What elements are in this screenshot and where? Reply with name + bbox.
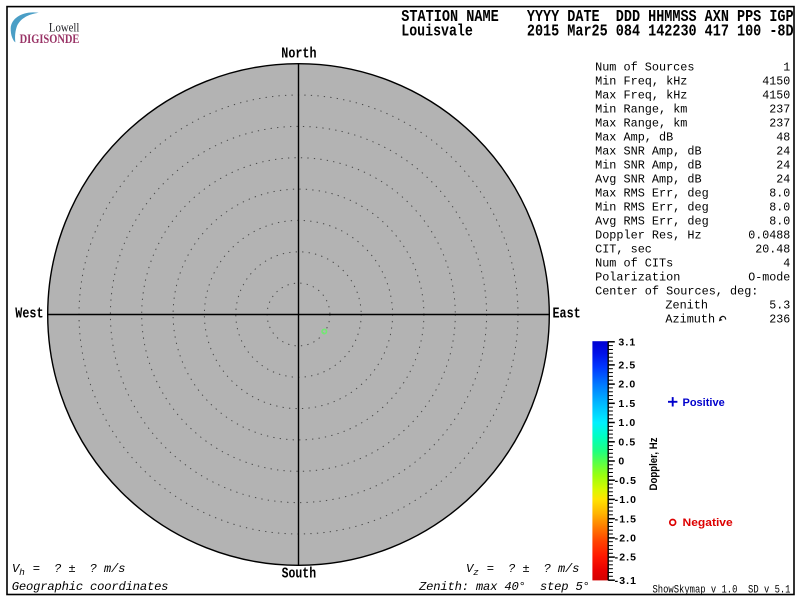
- svg-text:237: 237: [769, 102, 790, 116]
- svg-text:Num of CITs: Num of CITs: [595, 256, 673, 270]
- svg-text:1.5: 1.5: [618, 398, 636, 410]
- svg-text:East: East: [553, 306, 581, 323]
- svg-text:1: 1: [783, 60, 790, 74]
- svg-text:Max Range, km: Max Range, km: [595, 116, 687, 130]
- svg-text:South: South: [282, 566, 317, 583]
- svg-text:Louisvale: Louisvale: [401, 23, 473, 41]
- svg-text:0.5: 0.5: [618, 436, 636, 448]
- svg-text:2015 Mar25 084 142230 417 100: 2015 Mar25 084 142230 417 100 -8D: [527, 23, 794, 41]
- svg-text:STATION NAME: STATION NAME: [401, 8, 499, 26]
- svg-text:237: 237: [769, 116, 790, 130]
- svg-text:North: North: [281, 45, 316, 62]
- svg-text:Num of Sources: Num of Sources: [595, 60, 694, 74]
- svg-text:Vz = ? ± ? m/s: Vz = ? ± ? m/s: [466, 562, 579, 578]
- svg-text:0.0488: 0.0488: [748, 228, 790, 242]
- svg-text:Min Range, km: Min Range, km: [595, 102, 687, 116]
- svg-text:ShowSkymap v 1.0 SD v 5.1: ShowSkymap v 1.0 SD v 5.1: [653, 584, 791, 596]
- svg-text:Avg SNR Amp, dB: Avg SNR Amp, dB: [595, 172, 702, 186]
- svg-text:-1.0: -1.0: [615, 494, 638, 506]
- svg-text:Min SNR Amp, dB: Min SNR Amp, dB: [595, 158, 702, 172]
- svg-text:2.5: 2.5: [618, 360, 636, 372]
- svg-text:-0.5: -0.5: [615, 475, 638, 487]
- svg-text:Max SNR Amp, dB: Max SNR Amp, dB: [595, 144, 702, 158]
- svg-text:-3.1: -3.1: [615, 575, 638, 587]
- svg-text:Polarization: Polarization: [595, 270, 680, 284]
- svg-text:Min Freq, kHz: Min Freq, kHz: [595, 74, 687, 88]
- svg-text:20.48: 20.48: [755, 242, 790, 256]
- svg-text:Avg RMS Err, deg: Avg RMS Err, deg: [595, 214, 709, 228]
- svg-text:Min RMS Err, deg: Min RMS Err, deg: [595, 200, 709, 214]
- svg-text:8.0: 8.0: [769, 200, 790, 214]
- svg-text:Zenith: Zenith: [665, 298, 708, 312]
- svg-text:4150: 4150: [762, 74, 790, 88]
- svg-text:-2.5: -2.5: [615, 552, 638, 564]
- svg-text:YYYY DATE DDD HHMMSS AXN PPS: YYYY DATE DDD HHMMSS AXN PPS IGP: [527, 8, 794, 26]
- svg-text:8.0: 8.0: [769, 214, 790, 228]
- svg-text:236: 236: [769, 312, 790, 326]
- svg-text:DIGISONDE: DIGISONDE: [20, 32, 80, 46]
- svg-text:8.0: 8.0: [769, 186, 790, 200]
- svg-text:-2.0: -2.0: [615, 533, 638, 545]
- svg-text:3.1: 3.1: [618, 336, 636, 348]
- svg-text:Negative: Negative: [683, 517, 733, 529]
- svg-text:Doppler, Hz: Doppler, Hz: [648, 437, 660, 490]
- svg-text:24: 24: [776, 158, 790, 172]
- svg-text:Lowell: Lowell: [49, 20, 80, 34]
- svg-text:Geographic coordinates: Geographic coordinates: [12, 580, 169, 594]
- svg-text:24: 24: [776, 144, 790, 158]
- svg-text:CIT, sec: CIT, sec: [595, 242, 652, 256]
- svg-text:Center of Sources, deg:: Center of Sources, deg:: [595, 284, 758, 298]
- svg-text:O-mode: O-mode: [748, 270, 790, 284]
- svg-text:4150: 4150: [762, 88, 790, 102]
- svg-text:Max RMS Err, deg: Max RMS Err, deg: [595, 186, 709, 200]
- svg-text:Vh = ? ± ? m/s: Vh = ? ± ? m/s: [12, 562, 125, 578]
- svg-text:Zenith: max 40° step 5°: Zenith: max 40° step 5°: [418, 580, 590, 594]
- svg-text:48: 48: [776, 130, 790, 144]
- svg-text:Doppler Res, Hz: Doppler Res, Hz: [595, 228, 702, 242]
- svg-text:Azimuth: Azimuth: [665, 312, 715, 326]
- svg-text:West: West: [15, 306, 43, 323]
- svg-text:-1.5: -1.5: [615, 513, 638, 525]
- svg-text:Max Freq, kHz: Max Freq, kHz: [595, 88, 687, 102]
- svg-text:5.3: 5.3: [769, 298, 790, 312]
- svg-text:1.0: 1.0: [618, 417, 636, 429]
- svg-text:Positive: Positive: [683, 397, 725, 409]
- svg-text:Max Amp, dB: Max Amp, dB: [595, 130, 673, 144]
- svg-text:0: 0: [618, 456, 625, 468]
- svg-text:2.0: 2.0: [618, 379, 636, 391]
- svg-text:4: 4: [783, 256, 790, 270]
- svg-text:24: 24: [776, 172, 790, 186]
